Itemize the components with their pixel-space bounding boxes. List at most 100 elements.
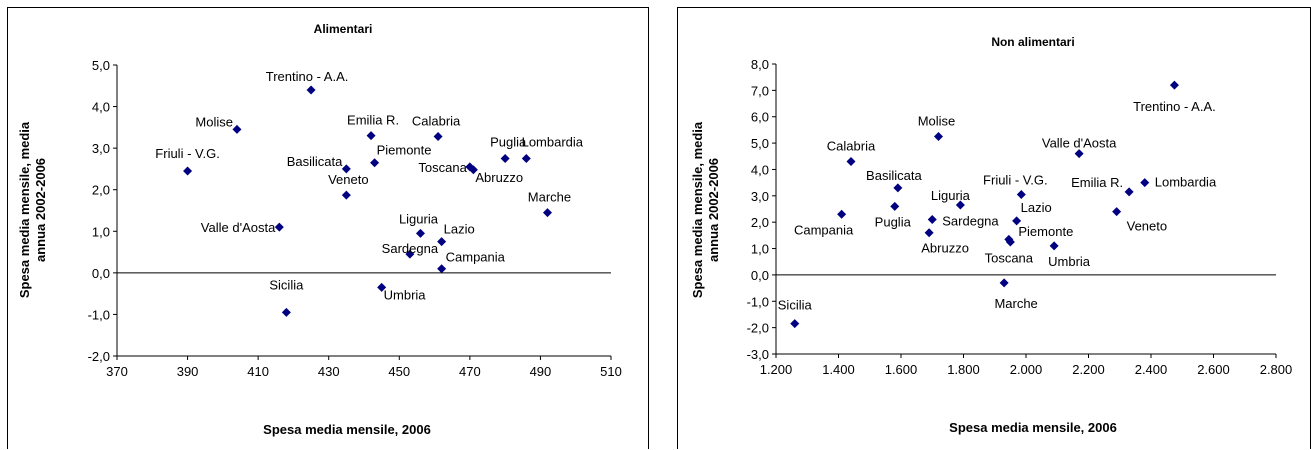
non-alimentari-point-sicilia [790, 319, 799, 328]
non-alimentari-point-abruzzo [925, 228, 934, 237]
non-alimentari-point-campania [837, 210, 846, 219]
alimentari-x-tick-label: 370 [106, 364, 128, 379]
non-alimentari-x-tick-label: 1.400 [822, 362, 855, 377]
non-alimentari-point-label-basilicata: Basilicata [866, 168, 922, 183]
non-alimentari-point-label-marche: Marche [994, 296, 1037, 311]
non-alimentari-y-tick-label: -1,0 [747, 294, 769, 309]
non-alimentari-x-tick-label: 1.600 [885, 362, 918, 377]
alimentari-point-valle-d-aosta [275, 223, 284, 232]
non-alimentari-point-label-calabria: Calabria [827, 139, 876, 154]
non-alimentari-y-label-line: Spesa media mensile, media [690, 121, 705, 298]
non-alimentari-point-label-sicilia: Sicilia [778, 298, 813, 313]
alimentari-y-tick-label: 5,0 [92, 58, 110, 73]
alimentari-point-label-umbria: Umbria [384, 287, 427, 302]
non-alimentari-point-label-valle-d-aosta: Valle d'Aosta [1042, 136, 1117, 151]
alimentari-point-campania [437, 264, 446, 273]
chart-alimentari: -2,0 -1,0 0,0 1,0 2,0 3,0 4,0 5,0 370 390 410 430 45… [7, 7, 649, 449]
non-alimentari-point-trentino-a-a [1170, 81, 1179, 90]
non-alimentari-y-tick-label: 6,0 [751, 110, 769, 125]
non-alimentari-point-label-piemonte: Piemonte [1018, 224, 1073, 239]
non-alimentari-point-marche [1000, 278, 1009, 287]
non-alimentari-point-puglia [890, 202, 899, 211]
alimentari-y-label: Spesa media mensile, mediaannua 2002-200… [17, 121, 48, 298]
non-alimentari-point-label-molise: Molise [918, 114, 956, 129]
alimentari-point-label-marche: Marche [528, 190, 571, 205]
alimentari-point-marche [543, 208, 552, 217]
alimentari-point-veneto [342, 191, 351, 200]
alimentari-x-tick-label: 510 [600, 364, 622, 379]
non-alimentari-point-label-lazio: Lazio [1021, 200, 1052, 215]
alimentari-point-molise [232, 125, 241, 134]
alimentari-point-label-lazio: Lazio [444, 222, 475, 237]
non-alimentari-point-label-umbria: Umbria [1048, 254, 1091, 269]
non-alimentari-point-umbria [1050, 241, 1059, 250]
non-alimentari-x-tick-label: 2.400 [1135, 362, 1168, 377]
alimentari-point-label-piemonte: Piemonte [377, 143, 432, 158]
alimentari-title: Alimentari [314, 22, 373, 36]
alimentari-point-friuli-v-g [183, 167, 192, 176]
alimentari-point-label-campania: Campania [446, 250, 506, 265]
alimentari-point-label-toscana: Toscana [418, 160, 467, 175]
non-alimentari-x-tick-label: 2.800 [1260, 362, 1293, 377]
non-alimentari-point-label-abruzzo: Abruzzo [921, 241, 969, 256]
non-alimentari-y-tick-label: 5,0 [751, 136, 769, 151]
alimentari-point-label-emilia-r: Emilia R. [347, 113, 399, 128]
alimentari-y-tick-label: 1,0 [92, 224, 110, 239]
non-alimentari-point-friuli-v-g [1017, 190, 1026, 199]
alimentari-y-tick-label: 4,0 [92, 100, 110, 115]
non-alimentari-point-label-trentino-a-a: Trentino - A.A. [1133, 99, 1216, 114]
non-alimentari-point-label-puglia: Puglia [875, 214, 912, 229]
alimentari-y-tick-label: 0,0 [92, 266, 110, 281]
alimentari-point-label-sicilia: Sicilia [269, 277, 304, 292]
alimentari-point-puglia [501, 154, 510, 163]
non-alimentari-y-tick-label: 3,0 [751, 189, 769, 204]
non-alimentari-point-calabria [847, 157, 856, 166]
non-alimentari-y-tick-label: 2,0 [751, 215, 769, 230]
alimentari-point-lazio [437, 237, 446, 246]
non-alimentari-y-tick-label: -3,0 [747, 347, 769, 362]
alimentari-x-tick-label: 410 [247, 364, 269, 379]
non-alimentari-y-tick-label: 8,0 [751, 57, 769, 72]
alimentari-y-tick-label: -2,0 [88, 349, 110, 364]
alimentari-point-label-friuli-v-g: Friuli - V.G. [155, 146, 220, 161]
alimentari-point-liguria [416, 229, 425, 238]
non-alimentari-point-lombardia [1140, 178, 1149, 187]
non-alimentari-title: Non alimentari [991, 35, 1074, 49]
alimentari-x-tick-label: 390 [177, 364, 199, 379]
non-alimentari-y-label: Spesa media mensile, mediaannua 2002-200… [690, 121, 721, 298]
alimentari-point-sicilia [282, 308, 291, 317]
non-alimentari-x-tick-label: 2.000 [1010, 362, 1043, 377]
non-alimentari-point-label-veneto: Veneto [1127, 219, 1168, 234]
non-alimentari-point-label-campania: Campania [794, 222, 854, 237]
non-alimentari-point-molise [934, 132, 943, 141]
alimentari-x-tick-label: 430 [318, 364, 340, 379]
alimentari-point-piemonte [370, 158, 379, 167]
alimentari-y-label-line: annua 2002-2006 [33, 158, 48, 262]
alimentari-point-label-molise: Molise [195, 114, 233, 129]
alimentari-x-tick-label: 450 [388, 364, 410, 379]
alimentari-x-tick-label: 490 [530, 364, 552, 379]
non-alimentari-x-tick-label: 1.800 [947, 362, 980, 377]
non-alimentari-point-label-sardegna: Sardegna [942, 214, 999, 229]
non-alimentari-point-emilia-r [1125, 187, 1134, 196]
non-alimentari-x-tick-label: 2.200 [1072, 362, 1105, 377]
alimentari-y-label-line: Spesa media mensile, media [17, 121, 32, 298]
alimentari-point-label-abruzzo: Abruzzo [475, 170, 523, 185]
alimentari-point-trentino-a-a [307, 85, 316, 94]
non-alimentari-x-label: Spesa media mensile, 2006 [949, 420, 1117, 435]
alimentari-y-tick-label: 2,0 [92, 183, 110, 198]
alimentari-point-label-lombardia: Lombardia [522, 135, 584, 150]
non-alimentari-point-label-liguria: Liguria [931, 188, 971, 203]
alimentari-y-tick-label: 3,0 [92, 141, 110, 156]
non-alimentari-y-tick-label: 4,0 [751, 162, 769, 177]
alimentari-x-tick-label: 470 [459, 364, 481, 379]
alimentari-point-emilia-r [367, 131, 376, 140]
alimentari-point-label-valle-d-aosta: Valle d'Aosta [201, 220, 276, 235]
alimentari-point-lombardia [522, 154, 531, 163]
alimentari-point-label-liguria: Liguria [399, 211, 439, 226]
non-alimentari-point-label-lombardia: Lombardia [1155, 175, 1217, 190]
non-alimentari-point-veneto [1112, 207, 1121, 216]
alimentari-point-label-calabria: Calabria [412, 114, 461, 129]
chart-non-alimentari-svg: -3,0-2,0-1,00,01,02,03,04,05,06,07,08,01… [678, 8, 1311, 450]
non-alimentari-x-tick-label: 2.600 [1197, 362, 1230, 377]
